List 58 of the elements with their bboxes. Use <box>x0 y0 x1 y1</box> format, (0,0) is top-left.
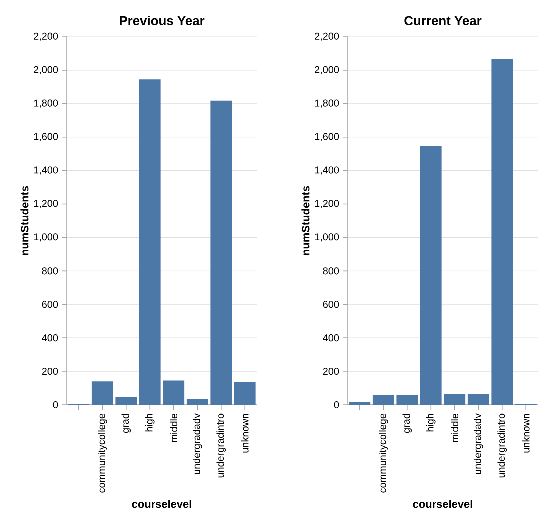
x-tick-label: grad <box>122 414 132 434</box>
y-tick-label: 600 <box>42 301 58 308</box>
y-tick-label: 800 <box>42 268 58 275</box>
x-tick-label: undergradadv <box>192 414 202 474</box>
x-axis-title: courselevel <box>413 500 472 508</box>
y-axis-title: numStudents <box>302 186 310 256</box>
bar <box>492 59 514 405</box>
y-tick-label: 1,800 <box>315 100 340 108</box>
y-tick-label: 2,200 <box>34 32 58 42</box>
y-tick-label: 1,000 <box>315 234 340 242</box>
y-tick-label: 1,200 <box>34 200 58 208</box>
y-tick-label: 0 <box>53 401 58 409</box>
bar <box>444 394 466 405</box>
y-tick-label: 1,600 <box>34 133 58 142</box>
bar <box>116 397 138 405</box>
chart-title: Previous Year <box>120 16 205 26</box>
y-tick-label: 1,400 <box>34 166 58 175</box>
y-axis-title: numStudents <box>20 186 29 256</box>
bar <box>349 402 371 405</box>
bar <box>163 380 185 405</box>
x-tick-label: undergradintro <box>498 414 508 478</box>
x-tick-label: grad <box>402 414 412 434</box>
y-tick-label: 800 <box>323 268 340 275</box>
y-tick-label: 200 <box>323 368 340 376</box>
y-tick-label: 400 <box>323 334 340 342</box>
y-tick-label: 1,400 <box>315 166 340 175</box>
y-tick-label: 2,000 <box>315 66 340 75</box>
bar <box>468 394 490 405</box>
bar <box>234 382 256 405</box>
x-tick-label: middle <box>451 414 459 442</box>
y-tick-label: 2,200 <box>315 32 340 42</box>
bar <box>396 394 418 405</box>
bar <box>92 382 114 405</box>
x-tick-label: undergradintro <box>216 414 226 478</box>
bar <box>186 399 208 405</box>
y-tick-label: 400 <box>42 334 58 342</box>
x-tick-label: communitycollege <box>378 414 388 493</box>
bar <box>420 146 442 405</box>
bar <box>210 100 232 405</box>
y-tick-label: 1,600 <box>315 133 340 142</box>
x-tick-label: unknown <box>241 414 249 453</box>
x-tick-label: high <box>145 414 155 432</box>
chart-title: Current Year <box>404 16 482 26</box>
y-tick-label: 600 <box>323 301 340 308</box>
y-tick-label: 1,800 <box>34 100 58 108</box>
y-tick-label: 200 <box>42 368 58 376</box>
x-tick-label: high <box>426 414 436 432</box>
x-tick-label: undergradadv <box>474 414 484 474</box>
x-axis-title: courselevel <box>132 500 192 508</box>
y-tick-label: 2,000 <box>34 66 58 75</box>
x-tick-label: middle <box>170 414 178 442</box>
bar <box>372 394 394 405</box>
y-tick-label: 1,200 <box>315 200 340 208</box>
bar <box>139 80 161 405</box>
x-tick-label: unknown <box>522 414 530 453</box>
y-tick-label: 1,000 <box>34 234 58 242</box>
x-tick-label: communitycollege <box>98 414 108 493</box>
y-tick-label: 0 <box>334 401 340 409</box>
